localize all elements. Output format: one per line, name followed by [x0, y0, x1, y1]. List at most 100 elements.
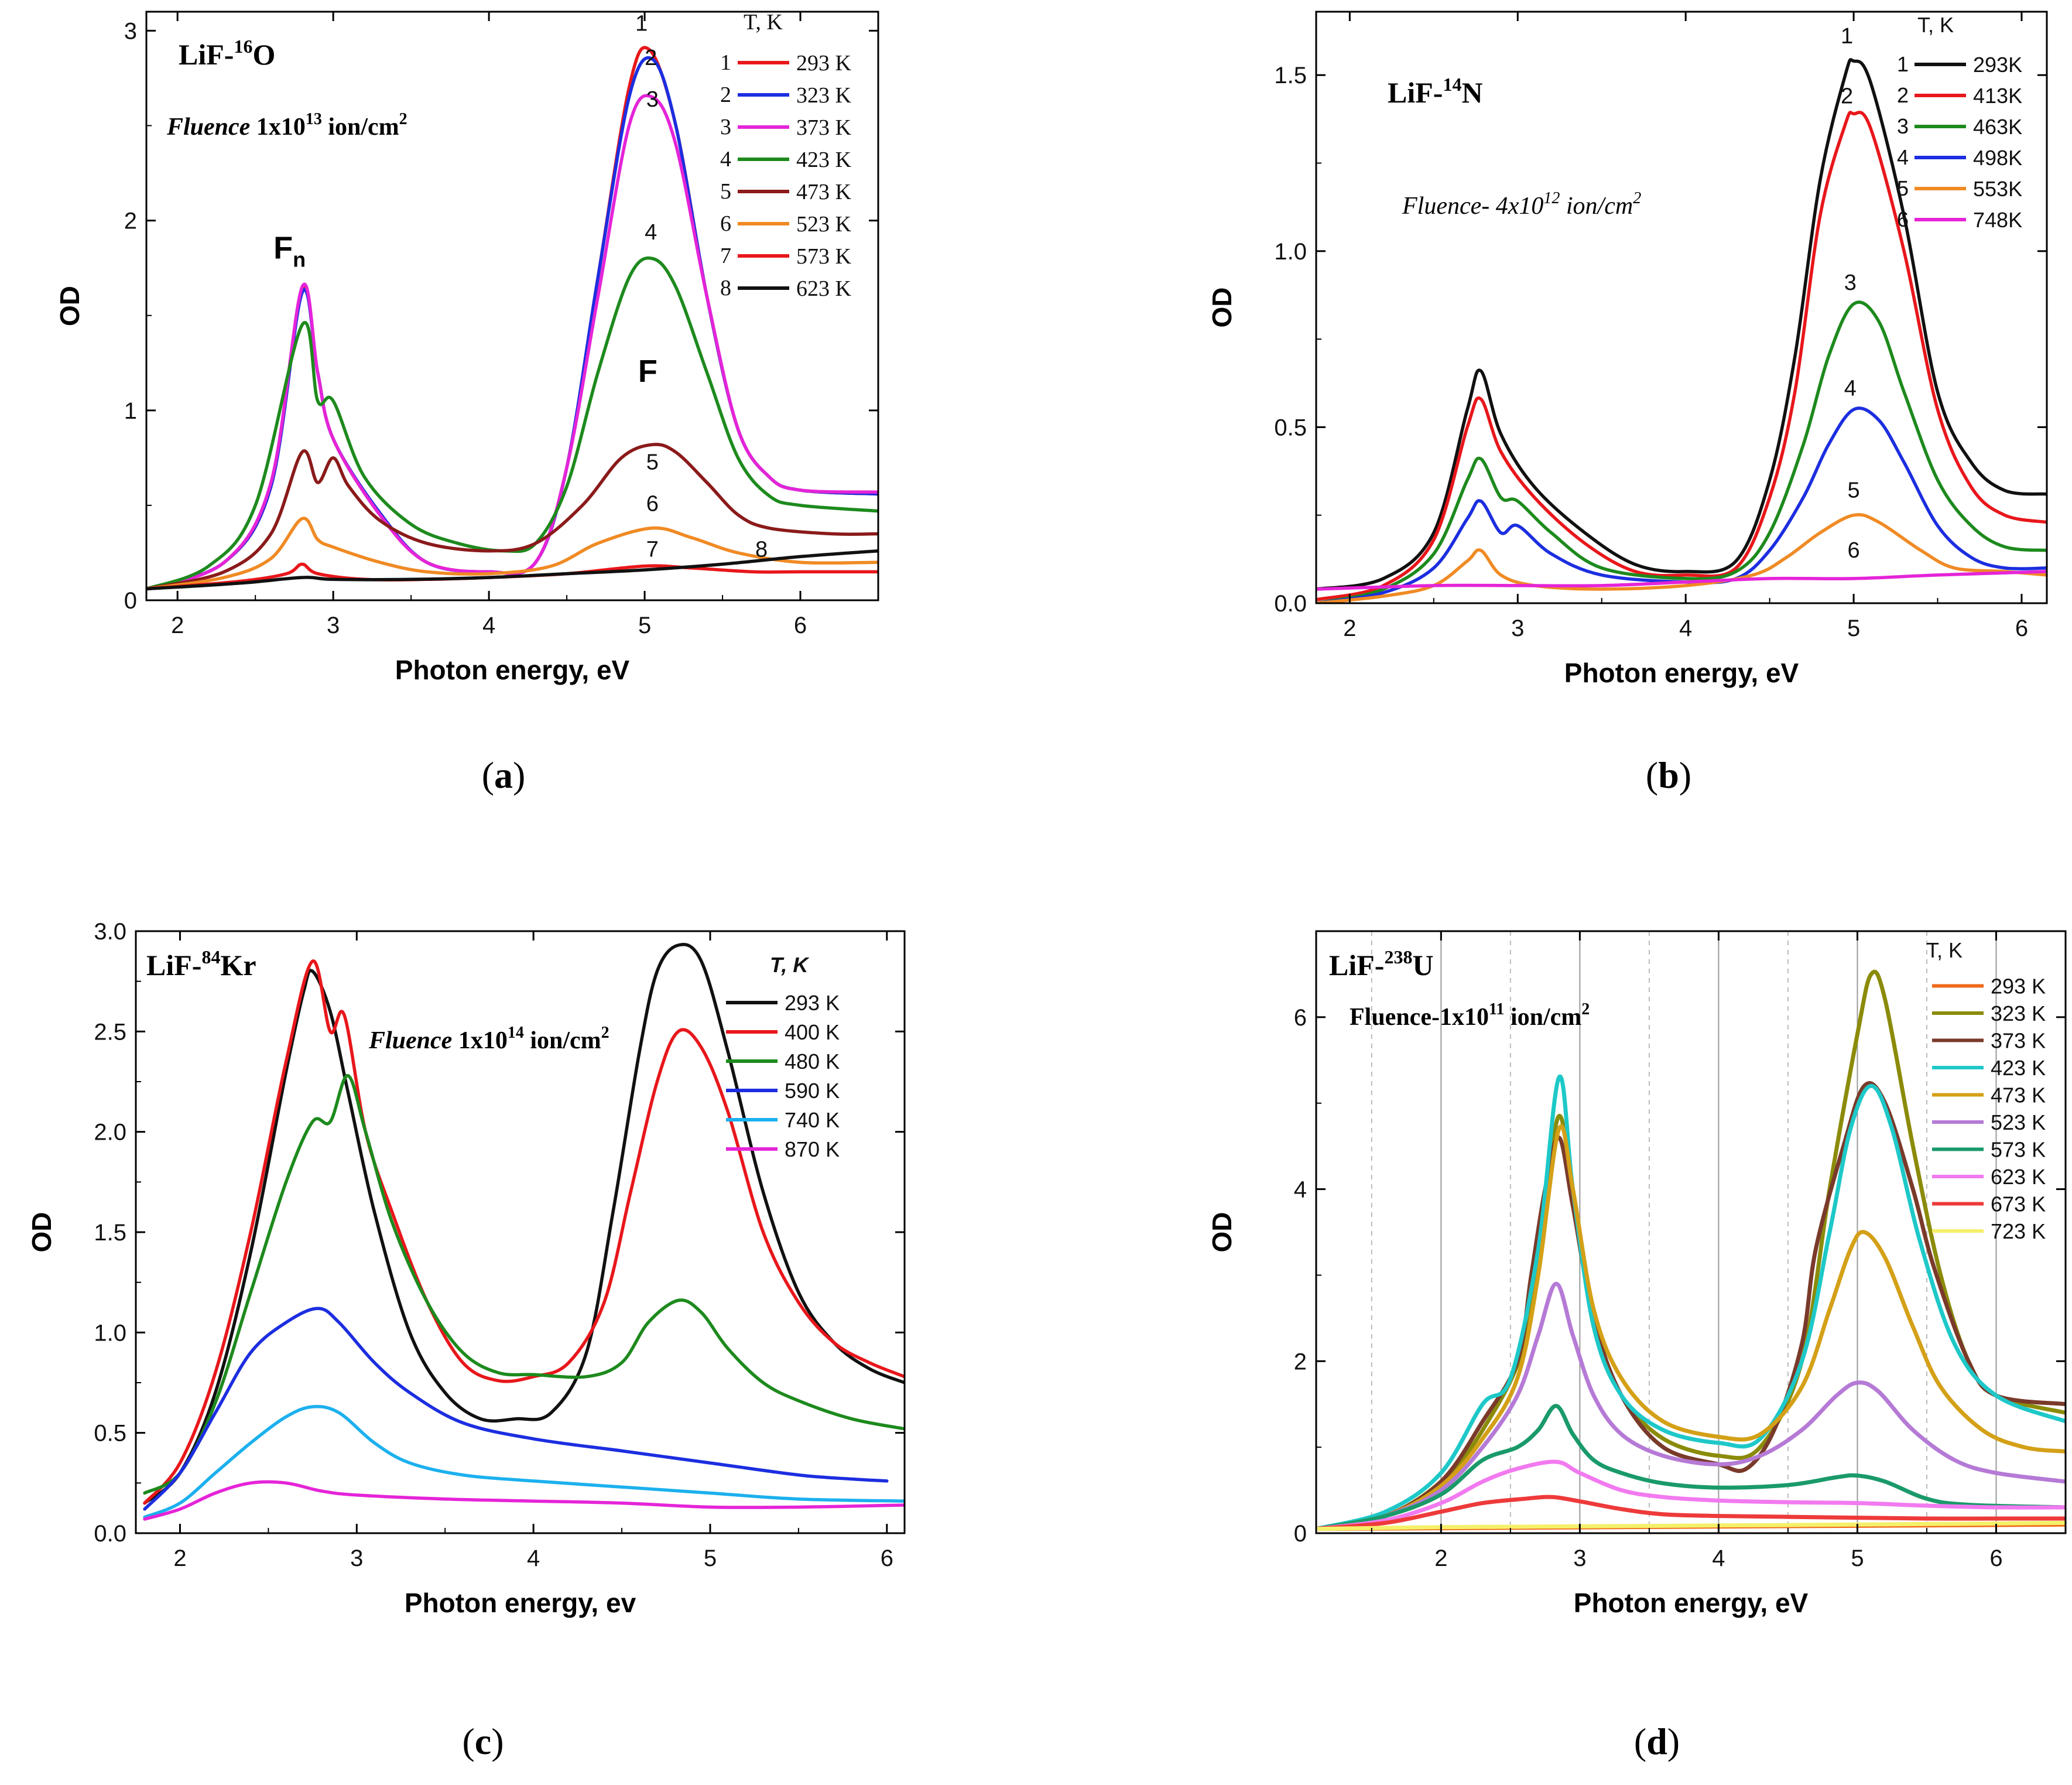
series-line-748K: [1316, 570, 2047, 591]
peak-label: F: [638, 354, 657, 389]
legend-index: 5: [1897, 176, 1909, 200]
legend-label: 473 K: [1991, 1083, 2046, 1107]
y-axis-label: OD: [1207, 1212, 1237, 1253]
x-tick-label: 6: [794, 613, 807, 638]
series-line-293K: [1316, 58, 2047, 591]
x-tick-label: 6: [1989, 1545, 2002, 1571]
legend-label: 870 K: [785, 1137, 840, 1161]
x-axis-label: Photon energy, eV: [1564, 658, 1799, 688]
legend-label: 523 K: [1991, 1110, 2046, 1134]
legend-index: 2: [1897, 83, 1909, 107]
series-line-673K: [1316, 1495, 2066, 1531]
legend-index: 5: [720, 179, 731, 204]
y-tick-label: 0: [1294, 1521, 1307, 1547]
curve-label: 3: [646, 87, 659, 112]
series-line-723K: [1316, 1520, 2066, 1531]
legend-index: 1: [720, 50, 731, 75]
chart-panel-c: 2 3 4 5 6 0.0 0.5 1.0 1.5 2.0 2.5 3.0 Photon energy,…: [26, 919, 906, 1762]
panel-caption: (a): [482, 754, 526, 796]
y-tick-label: 2: [1294, 1349, 1307, 1374]
x-tick-label: 3: [327, 613, 340, 638]
legend-index: 2: [720, 83, 731, 107]
series-line-590K: [143, 1307, 889, 1511]
series-line-553K: [1316, 513, 2047, 603]
y-tick-label: 3.0: [94, 919, 126, 945]
series-line-740K: [143, 1405, 905, 1519]
y-tick-label: 3: [124, 18, 137, 44]
x-tick-label: 3: [1511, 615, 1524, 641]
legend-index: 3: [720, 115, 731, 139]
legend-label: 293 K: [796, 51, 852, 76]
panel-title: LiF-84Kr: [146, 946, 256, 982]
legend-index: 8: [720, 276, 731, 300]
x-tick-label: 5: [1851, 1545, 1864, 1571]
chart-panel-d: 2 3 4 5 6 0 2 4 6 Photon energy, eV OD LiF-238U Flue…: [1207, 930, 2067, 1762]
legend-label: 573 K: [796, 244, 852, 269]
legend-label: 293 K: [1991, 974, 2046, 998]
peak-label: Fn: [273, 230, 306, 271]
fluence-annotation: Fluence 1x1014 ion/cm2: [368, 1024, 609, 1054]
series-line-623K: [146, 549, 878, 591]
curve-label: 3: [1844, 271, 1857, 295]
legend-label: 623 K: [1991, 1165, 2046, 1189]
x-tick-label: 3: [1573, 1545, 1586, 1571]
x-tick-label: 2: [173, 1545, 186, 1571]
curve-label: 4: [645, 220, 657, 245]
legend-label: 523 K: [796, 212, 852, 237]
legend-label: 480 K: [785, 1049, 840, 1073]
legend-label: 323 K: [1991, 1001, 2046, 1025]
plot-frame: [1315, 11, 2048, 604]
series-line-623K: [1316, 1459, 2066, 1531]
legend-label: 423 K: [1991, 1056, 2046, 1080]
x-tick-label: 3: [350, 1545, 363, 1571]
y-tick-label: 1: [124, 398, 137, 424]
x-tick-label: 5: [1847, 615, 1860, 641]
x-tick-label: 4: [527, 1545, 540, 1571]
x-axis-label: Photon energy, eV: [395, 655, 630, 685]
legend-index: 4: [720, 147, 731, 172]
legend-label: 623 K: [796, 276, 852, 301]
curve-label: 6: [646, 492, 659, 517]
legend-label: 673 K: [1991, 1192, 2046, 1216]
curve-label: 1: [1841, 24, 1853, 49]
x-tick-label: 2: [171, 613, 184, 638]
legend-label: 463K: [1973, 115, 2022, 139]
series-line-413K: [1316, 111, 2047, 601]
y-tick-label: 2: [124, 208, 137, 234]
series-line-463K: [1316, 300, 2047, 603]
panel-caption: (c): [462, 1721, 504, 1762]
panel-caption: (b): [1646, 754, 1691, 796]
y-tick-label: 1.5: [94, 1220, 126, 1246]
x-axis-label: Photon energy, ev: [405, 1588, 636, 1618]
series-line-523K: [1316, 1281, 2066, 1531]
chart-panel-b: 2 3 4 5 6 0.0 0.5 1.0 1.5 Photon energy, eV OD LiF-…: [1207, 11, 2048, 796]
series-line-373K: [146, 94, 878, 591]
y-tick-label: 0.5: [94, 1421, 126, 1447]
panel-title: LiF-16O: [179, 36, 275, 71]
legend-index: 4: [1897, 145, 1909, 169]
legend-index: 7: [720, 244, 731, 268]
fluence-annotation: Fluence-1x1011 ion/cm2: [1350, 1000, 1590, 1031]
y-tick-label: 0.0: [1274, 591, 1307, 617]
y-tick-label: 4: [1294, 1177, 1307, 1203]
legend-label: 413K: [1973, 84, 2022, 108]
y-tick-label: 1.0: [94, 1320, 126, 1346]
x-axis-label: Photon energy, eV: [1574, 1588, 1809, 1618]
legend-label: 573 K: [1991, 1138, 2046, 1162]
legend-label: 740 K: [785, 1108, 840, 1132]
x-tick-label: 4: [1679, 615, 1692, 641]
y-tick-label: 0.0: [94, 1521, 126, 1547]
x-tick-label: 2: [1343, 615, 1356, 641]
y-tick-label: 6: [1294, 1005, 1307, 1031]
curve-label: 4: [1844, 376, 1857, 401]
legend-label: 293 K: [785, 991, 840, 1015]
plot-frame: [1315, 930, 2067, 1534]
y-tick-label: 2.0: [94, 1120, 126, 1145]
y-axis-label: OD: [54, 286, 85, 326]
chart-panel-a: 2 3 4 5 6 0 1 2 3 Photon energy, eV OD LiF-16O Fluen…: [54, 10, 879, 796]
x-tick-label: 5: [704, 1545, 717, 1571]
y-tick-label: 0.5: [1274, 415, 1307, 440]
series-line-480K: [143, 1073, 905, 1495]
panel-caption: (d): [1634, 1721, 1680, 1762]
